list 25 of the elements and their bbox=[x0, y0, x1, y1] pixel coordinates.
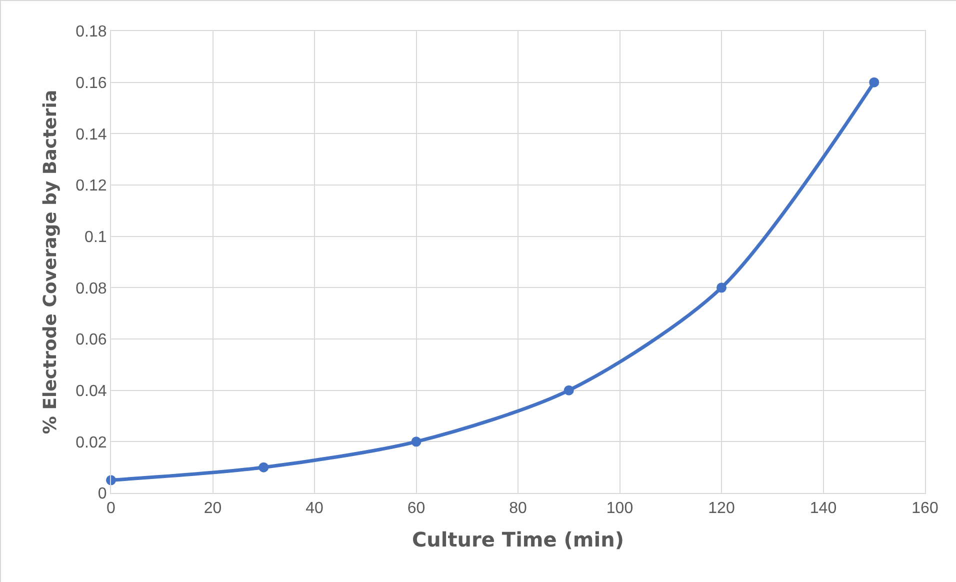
y-tick-label: 0.04 bbox=[76, 382, 107, 400]
y-tick-label: 0.06 bbox=[76, 332, 107, 349]
point bbox=[411, 436, 422, 447]
y-tick-label: 0.1 bbox=[84, 228, 107, 246]
y-tick-label: 0.08 bbox=[76, 280, 107, 298]
y-tick-label: 0.12 bbox=[76, 178, 107, 195]
y-axis-title: % Electrode Coverage by Bacteria bbox=[40, 90, 61, 434]
x-tick-label: 60 bbox=[407, 500, 426, 518]
x-tick-label: 80 bbox=[509, 500, 527, 518]
y-tick-label: 0.16 bbox=[76, 74, 107, 92]
y-tick-label: 0.18 bbox=[76, 24, 107, 41]
point bbox=[716, 282, 726, 293]
x-tick-label: 100 bbox=[606, 500, 634, 518]
y-tick-label: 0.14 bbox=[76, 126, 107, 144]
y-tick-label: 0 bbox=[98, 486, 107, 503]
y-tick-label: 0.02 bbox=[76, 434, 107, 452]
x-tick-label: 40 bbox=[306, 500, 324, 518]
x-tick-label: 120 bbox=[708, 500, 735, 518]
point bbox=[564, 385, 574, 396]
x-tick-label: 160 bbox=[912, 500, 938, 518]
point bbox=[869, 77, 880, 88]
x-tick-label: 20 bbox=[204, 500, 222, 518]
x-axis-title: Culture Time (min) bbox=[412, 528, 624, 552]
x-tick-label: 140 bbox=[810, 500, 837, 518]
point bbox=[258, 462, 269, 472]
